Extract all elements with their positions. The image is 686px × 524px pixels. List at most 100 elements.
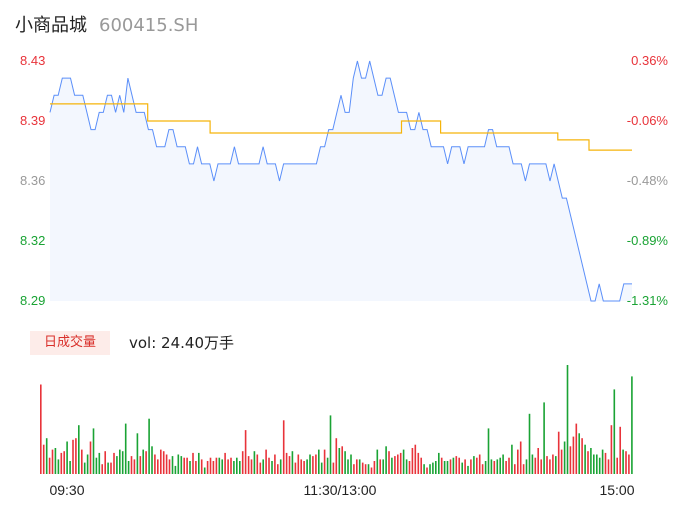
volume-bar [382, 459, 385, 474]
volume-bar [236, 457, 238, 474]
volume-bar [552, 454, 554, 474]
volume-bar [110, 462, 112, 474]
volume-bar [116, 456, 118, 474]
volume-bar [66, 441, 68, 474]
volume-bar [590, 448, 592, 474]
volume-bar [631, 376, 633, 474]
volume-bar [72, 439, 74, 474]
volume-bar [499, 457, 502, 474]
volume-bar [206, 461, 209, 474]
volume-bar [619, 426, 622, 474]
volume-bar [165, 454, 168, 474]
volume-bar [83, 462, 86, 474]
volume-bar [405, 459, 408, 474]
volume-bar [581, 438, 583, 474]
volume-bar [593, 454, 595, 474]
volume-bar [569, 446, 572, 474]
volume-bar [81, 449, 83, 474]
volume-bar [356, 459, 358, 474]
volume-bar [461, 462, 464, 474]
x-tick-label: 09:30 [49, 482, 84, 498]
volume-bar [449, 459, 452, 474]
volume-bar [63, 451, 66, 474]
volume-bar [367, 464, 370, 474]
volume-bar [519, 441, 522, 474]
volume-bar [124, 423, 127, 474]
volume-bar [180, 456, 183, 474]
y-tick-left: 8.36 [20, 173, 45, 188]
volume-bar [127, 461, 130, 474]
volume-bar [578, 433, 581, 474]
volume-bar [429, 464, 431, 474]
volume-bar [528, 413, 531, 474]
volume-bar [119, 449, 121, 474]
volume-bar [408, 461, 411, 474]
volume-bar [279, 459, 282, 474]
volume-bar [560, 449, 563, 474]
volume-bar [215, 457, 218, 474]
volume-bar [563, 441, 566, 474]
volume-bar [154, 454, 156, 474]
volume-bar [312, 456, 314, 474]
volume-bar [259, 462, 262, 474]
volume-bar [247, 456, 250, 474]
stock-title: 小商品城 600415.SH [15, 13, 198, 39]
volume-bar [531, 454, 534, 474]
volume-bar [464, 459, 466, 474]
stock-name: 小商品城 [15, 15, 87, 36]
volume-bar [473, 456, 475, 474]
volume-bar [379, 459, 382, 474]
volume-bar [233, 461, 235, 474]
volume-bar [572, 436, 575, 474]
volume-bar [323, 449, 326, 474]
volume-bar [546, 456, 548, 474]
volume-bar [186, 457, 188, 474]
volume-bar [271, 461, 273, 474]
volume-bar [42, 444, 45, 474]
volume-bar [136, 433, 139, 474]
volume-bar [139, 456, 142, 474]
volume-bar [230, 457, 232, 474]
volume-bar [69, 461, 71, 474]
volume-bar [160, 449, 162, 474]
volume-bar [353, 464, 355, 474]
volume-bar [250, 459, 253, 474]
volume-bar [514, 464, 516, 474]
volume-bar [364, 464, 367, 474]
volume-bar [522, 464, 525, 474]
volume-bar [391, 457, 393, 474]
volume-bar [604, 452, 607, 474]
volume-bar [212, 461, 215, 474]
volume-bar [145, 451, 147, 474]
volume-bar [315, 454, 317, 474]
volume-bar [183, 457, 186, 474]
volume-bar [101, 464, 104, 474]
stock-code: 600415.SH [99, 15, 199, 36]
volume-bar [411, 448, 414, 474]
volume-bar [476, 457, 478, 474]
volume-bar [557, 431, 560, 474]
volume-bar [332, 462, 335, 474]
volume-bar [455, 456, 458, 474]
volume-bar [133, 459, 136, 474]
volume-bar [610, 425, 613, 474]
volume-bar [399, 452, 402, 474]
volume-bar [294, 462, 297, 474]
volume-bar [350, 454, 352, 474]
volume-bar [628, 454, 630, 474]
volume-bar [373, 461, 376, 474]
volume-bar [274, 454, 276, 474]
volume-bar [265, 449, 267, 474]
volume-bar [438, 452, 440, 474]
volume-bar [534, 457, 537, 474]
y-tick-right: -1.31% [627, 293, 669, 308]
volume-bar [203, 467, 206, 474]
volume-bar [432, 462, 434, 474]
volume-bar [493, 461, 496, 474]
volume-bar [329, 415, 332, 474]
volume-bar [490, 459, 493, 474]
volume-bar [478, 454, 481, 474]
volume-bar [303, 461, 305, 474]
volume-bar [622, 449, 624, 474]
